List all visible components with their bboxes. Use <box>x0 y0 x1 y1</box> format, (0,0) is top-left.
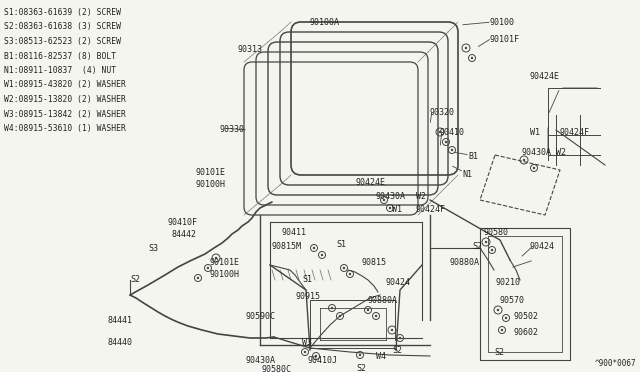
Circle shape <box>313 247 315 249</box>
Circle shape <box>388 207 391 209</box>
Text: 90430A: 90430A <box>522 148 552 157</box>
Circle shape <box>383 199 385 201</box>
Text: S2: S2 <box>392 346 402 355</box>
Circle shape <box>491 249 493 251</box>
Circle shape <box>339 315 341 317</box>
Text: 90101E: 90101E <box>210 258 240 267</box>
Text: 84441: 84441 <box>108 316 133 325</box>
Text: 90815: 90815 <box>362 258 387 267</box>
Text: 90424F: 90424F <box>560 128 590 137</box>
Text: 90502: 90502 <box>514 312 539 321</box>
Text: 90320: 90320 <box>430 108 455 117</box>
Circle shape <box>331 307 333 309</box>
Text: W2: W2 <box>556 148 566 157</box>
Text: N1: N1 <box>462 170 472 179</box>
Text: 90880A: 90880A <box>368 296 398 305</box>
Circle shape <box>532 167 535 169</box>
Circle shape <box>321 254 323 256</box>
Text: W4:08915-53610 (1) WASHER: W4:08915-53610 (1) WASHER <box>4 124 126 133</box>
Text: 90580C: 90580C <box>262 365 292 372</box>
Text: B1: B1 <box>468 152 478 161</box>
Text: W2:08915-13820 (2) WASHER: W2:08915-13820 (2) WASHER <box>4 95 126 104</box>
Text: 90815M: 90815M <box>272 242 302 251</box>
Circle shape <box>497 309 499 311</box>
Circle shape <box>465 47 467 49</box>
Text: B1:08116-82537 (8) BOLT: B1:08116-82537 (8) BOLT <box>4 51 116 61</box>
Text: 90430A: 90430A <box>375 192 405 201</box>
Circle shape <box>439 131 441 133</box>
Text: 84442: 84442 <box>172 230 197 239</box>
Text: 90602: 90602 <box>514 328 539 337</box>
Text: 90411: 90411 <box>282 228 307 237</box>
Text: S1:08363-61639 (2) SCREW: S1:08363-61639 (2) SCREW <box>4 8 121 17</box>
Text: 90313: 90313 <box>238 45 263 54</box>
Circle shape <box>485 241 487 243</box>
Text: W1: W1 <box>392 205 402 214</box>
Text: S3:08513-62523 (2) SCREW: S3:08513-62523 (2) SCREW <box>4 37 121 46</box>
Circle shape <box>505 317 507 319</box>
Text: S3: S3 <box>148 244 158 253</box>
Text: S2: S2 <box>472 242 482 251</box>
Circle shape <box>367 309 369 311</box>
Circle shape <box>359 354 361 356</box>
Circle shape <box>391 329 393 331</box>
Text: W1: W1 <box>530 128 540 137</box>
Text: 90410: 90410 <box>440 128 465 137</box>
Circle shape <box>451 149 453 151</box>
Text: 90410F: 90410F <box>168 218 198 227</box>
Text: 84440: 84440 <box>108 338 133 347</box>
Text: 90580: 90580 <box>483 228 508 237</box>
Text: W3: W3 <box>302 338 312 347</box>
Text: S1: S1 <box>336 240 346 249</box>
Text: 90424: 90424 <box>530 242 555 251</box>
Circle shape <box>197 277 199 279</box>
Text: 90101E: 90101E <box>196 168 226 177</box>
Circle shape <box>207 267 209 269</box>
Circle shape <box>445 141 447 143</box>
Text: 90100H: 90100H <box>210 270 240 279</box>
Text: 90590C: 90590C <box>245 312 275 321</box>
Circle shape <box>500 329 503 331</box>
Circle shape <box>349 273 351 275</box>
Text: 90410J: 90410J <box>308 356 338 365</box>
Text: S2: S2 <box>494 348 504 357</box>
Text: 90880A: 90880A <box>450 258 480 267</box>
Circle shape <box>375 315 377 317</box>
Text: S2:08363-61638 (3) SCREW: S2:08363-61638 (3) SCREW <box>4 22 121 32</box>
Text: 90100: 90100 <box>490 18 515 27</box>
Text: 90330: 90330 <box>220 125 245 134</box>
Text: 90915: 90915 <box>296 292 321 301</box>
Text: 90100H: 90100H <box>196 180 226 189</box>
Text: 90424E: 90424E <box>356 178 386 187</box>
Text: 90210: 90210 <box>496 278 521 287</box>
Circle shape <box>471 57 473 59</box>
Text: 90430A: 90430A <box>246 356 276 365</box>
Circle shape <box>304 351 306 353</box>
Text: 90101F: 90101F <box>490 35 520 44</box>
Text: S1: S1 <box>302 275 312 284</box>
Text: 90424: 90424 <box>385 278 410 287</box>
Text: W3:08915-13842 (2) WASHER: W3:08915-13842 (2) WASHER <box>4 109 126 119</box>
Text: W1:08915-43820 (2) WASHER: W1:08915-43820 (2) WASHER <box>4 80 126 90</box>
Text: ^900*0067: ^900*0067 <box>595 359 636 368</box>
Circle shape <box>315 355 317 357</box>
Text: 90100A: 90100A <box>310 18 340 27</box>
Circle shape <box>523 159 525 161</box>
Text: N1:08911-10837  (4) NUT: N1:08911-10837 (4) NUT <box>4 66 116 75</box>
Circle shape <box>215 257 217 259</box>
Text: W4: W4 <box>376 352 386 361</box>
Text: W2: W2 <box>416 192 426 201</box>
Text: 90424E: 90424E <box>530 72 560 81</box>
Circle shape <box>343 267 345 269</box>
Text: 90424F: 90424F <box>416 205 446 214</box>
Circle shape <box>399 337 401 339</box>
Text: S2: S2 <box>130 275 140 284</box>
Text: 90570: 90570 <box>500 296 525 305</box>
Text: S2: S2 <box>356 364 366 372</box>
